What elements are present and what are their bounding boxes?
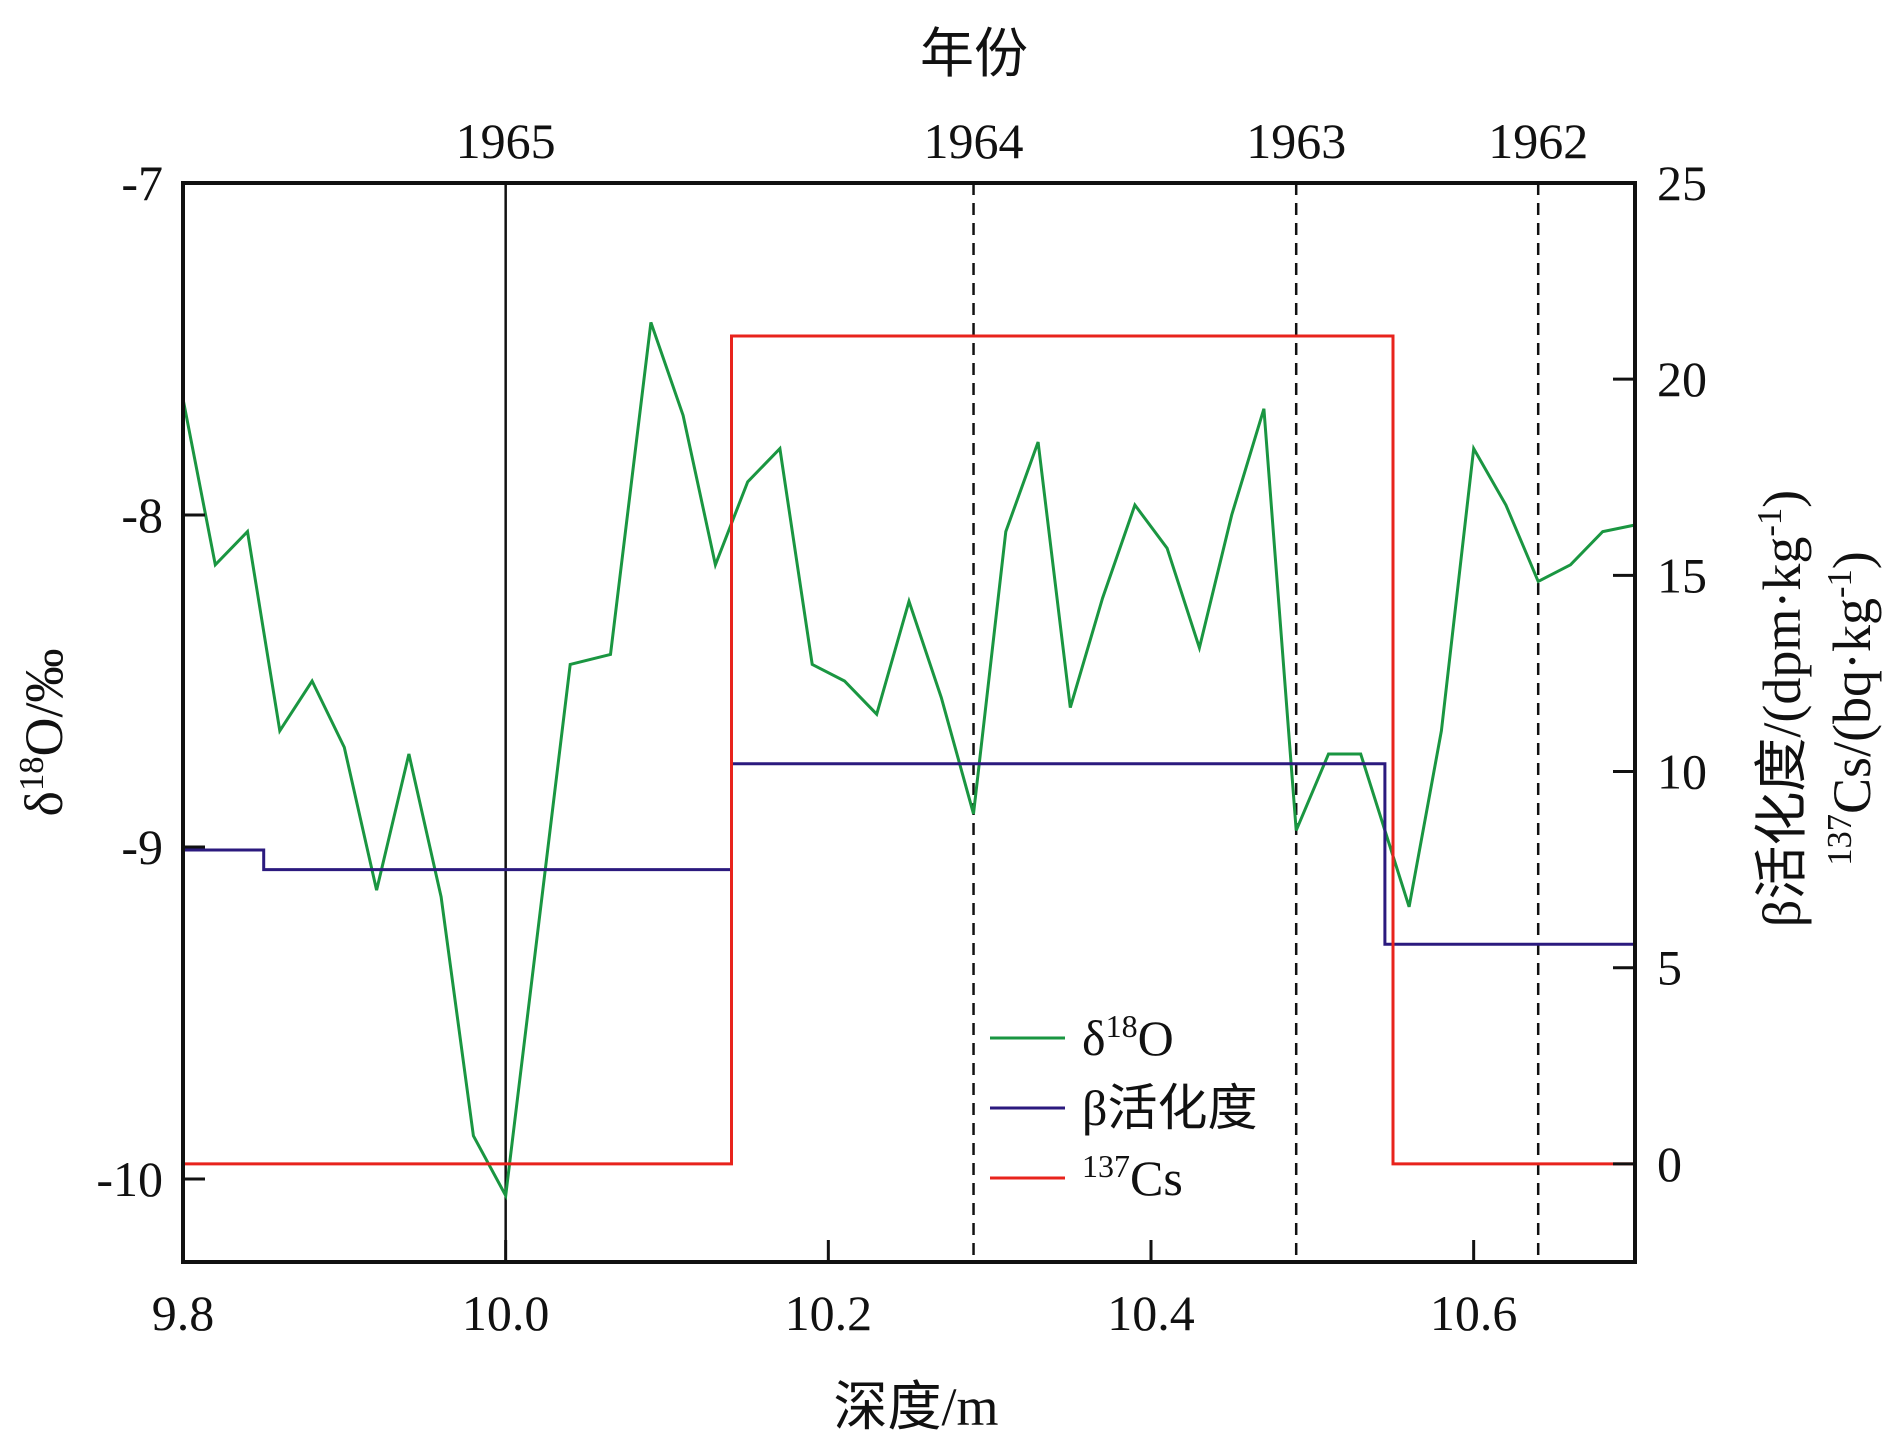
series-line-2 <box>183 334 1635 1166</box>
legend-label-1: β活化度 <box>1082 1080 1257 1136</box>
x-axis-title: 深度/m <box>833 1377 998 1437</box>
year-tick-label: 1962 <box>1488 113 1588 169</box>
top-axis-title: 年份 <box>920 24 1028 84</box>
y2-tick-label: 5 <box>1657 940 1682 996</box>
x-tick-label: 10.2 <box>785 1285 873 1341</box>
y2-tick-label: 20 <box>1657 351 1707 407</box>
plot-frame <box>181 181 1637 1264</box>
legend-label-0: δ18O <box>1082 1008 1174 1066</box>
year-tick-label: 1964 <box>924 113 1024 169</box>
y2-tick-label: 25 <box>1657 155 1707 211</box>
x-tick-label: 9.8 <box>152 1285 215 1341</box>
y2-axis-title-line1: β活化度/(dpm·kg-1) <box>1751 490 1812 927</box>
y2-axis-title-line2: 137Cs/(bq·kg-1) <box>1821 551 1882 866</box>
y2-tick-label: 0 <box>1657 1136 1682 1192</box>
y-tick-label: -8 <box>121 487 163 543</box>
y2-tick-label: 10 <box>1657 744 1707 800</box>
y2-tick-label: 15 <box>1657 547 1707 603</box>
x-tick-label: 10.0 <box>462 1285 550 1341</box>
series-line-0 <box>181 321 1636 1201</box>
y-tick-label: -10 <box>96 1151 163 1207</box>
y-tick-label: -7 <box>121 155 163 211</box>
x-tick-label: 10.6 <box>1430 1285 1518 1341</box>
y-axis-title: δ18O/‰ <box>13 649 74 817</box>
legend-label-2: 137Cs <box>1082 1148 1183 1206</box>
y-tick-label: -9 <box>121 819 163 875</box>
year-tick-label: 1965 <box>456 113 556 169</box>
year-tick-label: 1963 <box>1246 113 1346 169</box>
x-tick-label: 10.4 <box>1107 1285 1195 1341</box>
